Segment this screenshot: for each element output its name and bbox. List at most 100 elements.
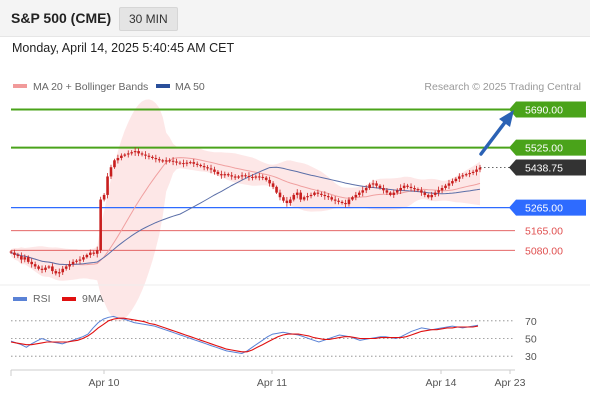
rsi-legend-label: RSI [33,293,51,305]
candle-body [337,200,340,202]
candle-body [268,179,271,184]
forecast-arrow [479,110,514,156]
candle-body [61,268,65,273]
candle-body [109,167,113,177]
ma20-legend-swatch [13,84,27,88]
candle-body [182,163,185,165]
x-label-Apr 23: Apr 23 [495,377,526,389]
candle-body [51,266,54,272]
candle-body [20,256,23,260]
level-label-5265.00: 5265.00 [525,203,563,215]
candle-body [206,167,209,169]
candle-body [423,192,427,195]
candle-body [382,188,385,191]
ma20-line [10,157,481,266]
candle-body [116,158,120,161]
rsi-line [10,315,479,355]
candle-body [344,203,347,205]
candle-body [23,257,27,260]
candle-body [64,266,68,269]
candle-body [464,174,468,176]
candle-body [130,152,133,154]
candle-body [126,153,130,155]
candle-body [433,192,437,195]
candle-body [16,254,20,257]
candle-body [475,169,478,172]
candle-body [89,252,92,255]
rsi-ma9-line [10,317,479,353]
level-lines-layer [11,108,515,251]
candle-body [178,162,182,164]
candle-body [364,188,368,191]
candle-body [295,192,299,195]
candle-body [264,177,268,180]
candle-body [154,158,158,160]
candle-body [409,186,413,188]
candle-body [444,185,447,188]
candle-body [440,188,444,191]
moving-average-layer [10,157,481,266]
candle-body [289,199,292,203]
candle-body [185,162,189,164]
candle-body [147,155,151,157]
candle-body [9,251,13,253]
candle-body [320,193,323,195]
candle-body [478,167,482,170]
candle-body [471,171,475,173]
candle-body [275,186,278,193]
candle-body [123,154,127,156]
candle-body [413,188,416,190]
x-axis-labels: Apr 10 Apr 11 Apr 14 Apr 23 [89,370,526,389]
candles-layer [9,147,482,278]
candle-body [378,185,382,188]
interval-selector[interactable]: 30 MIN [119,7,178,31]
candle-body [192,162,196,164]
candle-body [261,176,265,178]
candle-body [175,161,178,163]
candle-body [209,168,213,170]
candle-body [451,181,454,184]
level-label-5525.00: 5525.00 [525,143,563,155]
candle-body [461,175,465,177]
candle-body [375,183,378,186]
candle-body [102,194,106,200]
candle-body [220,174,223,176]
level-tag-5265.00 [509,199,586,216]
candle-body [33,264,37,267]
candle-body [30,261,33,265]
candle-body [82,257,85,260]
rsi-layer: 70 50 30 [10,315,537,363]
candle-body [351,197,354,200]
candle-body [68,264,71,267]
candle-body [454,178,458,182]
bollinger-band-layer [11,99,480,322]
candle-body [251,176,254,178]
candle-body [78,259,82,261]
candle-body [354,194,358,198]
candle-body [144,154,147,156]
candle-body [164,160,168,162]
candle-body [282,197,285,201]
level-tag-5438.75 [509,159,586,176]
candle-body [416,189,420,191]
candle-body [213,169,216,172]
candle-body [202,166,206,168]
candle-body [361,190,365,193]
candle-body [99,199,102,251]
candle-body [71,261,75,265]
candle-body [406,185,409,187]
candle-body [326,196,330,198]
candle-body [233,176,237,178]
candle-body [316,192,320,194]
candle-body [226,174,230,176]
candle-body [402,185,406,188]
candle-body [278,192,282,198]
candle-body [447,183,451,186]
candle-body [358,192,361,195]
bollinger-band [11,99,480,322]
ma9-legend-swatch [62,297,76,301]
candle-body [340,201,344,203]
candle-body [430,194,434,198]
candle-body [168,160,171,162]
x-label-Apr 11: Apr 11 [257,377,287,389]
